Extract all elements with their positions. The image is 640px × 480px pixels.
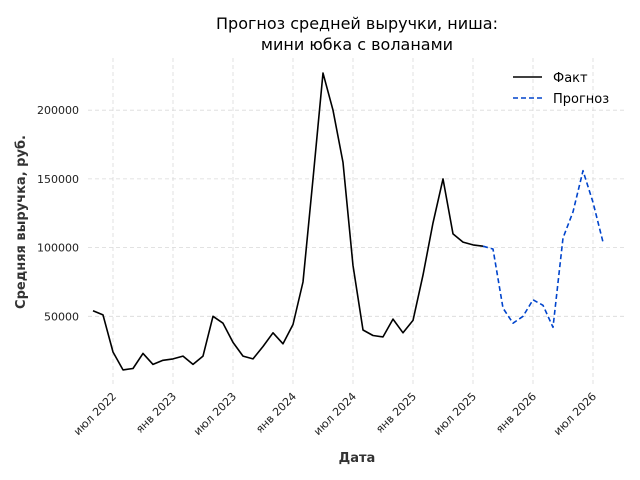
y-tick-label: 150000 xyxy=(37,173,79,186)
y-tick-label: 200000 xyxy=(37,104,79,117)
series-line-fact xyxy=(92,72,484,371)
chart-title-line-1: Прогноз средней выручки, ниша: xyxy=(216,14,498,33)
series-line-forecast xyxy=(482,169,604,329)
legend: Факт Прогноз xyxy=(513,71,609,107)
legend-label-forecast: Прогноз xyxy=(553,92,609,107)
grid xyxy=(88,58,625,385)
y-tick-label: 50000 xyxy=(44,310,79,323)
x-axis-label: Дата xyxy=(339,451,376,466)
y-axis-label: Средняя выручка, руб. xyxy=(14,135,29,309)
y-tick-label: 100000 xyxy=(37,242,79,255)
series-group xyxy=(92,72,604,371)
legend-label-fact: Факт xyxy=(553,71,588,86)
chart-title-line-2: мини юбка с воланами xyxy=(261,35,453,54)
y-axis-ticks: 50000 100000 150000 200000 xyxy=(37,104,79,323)
